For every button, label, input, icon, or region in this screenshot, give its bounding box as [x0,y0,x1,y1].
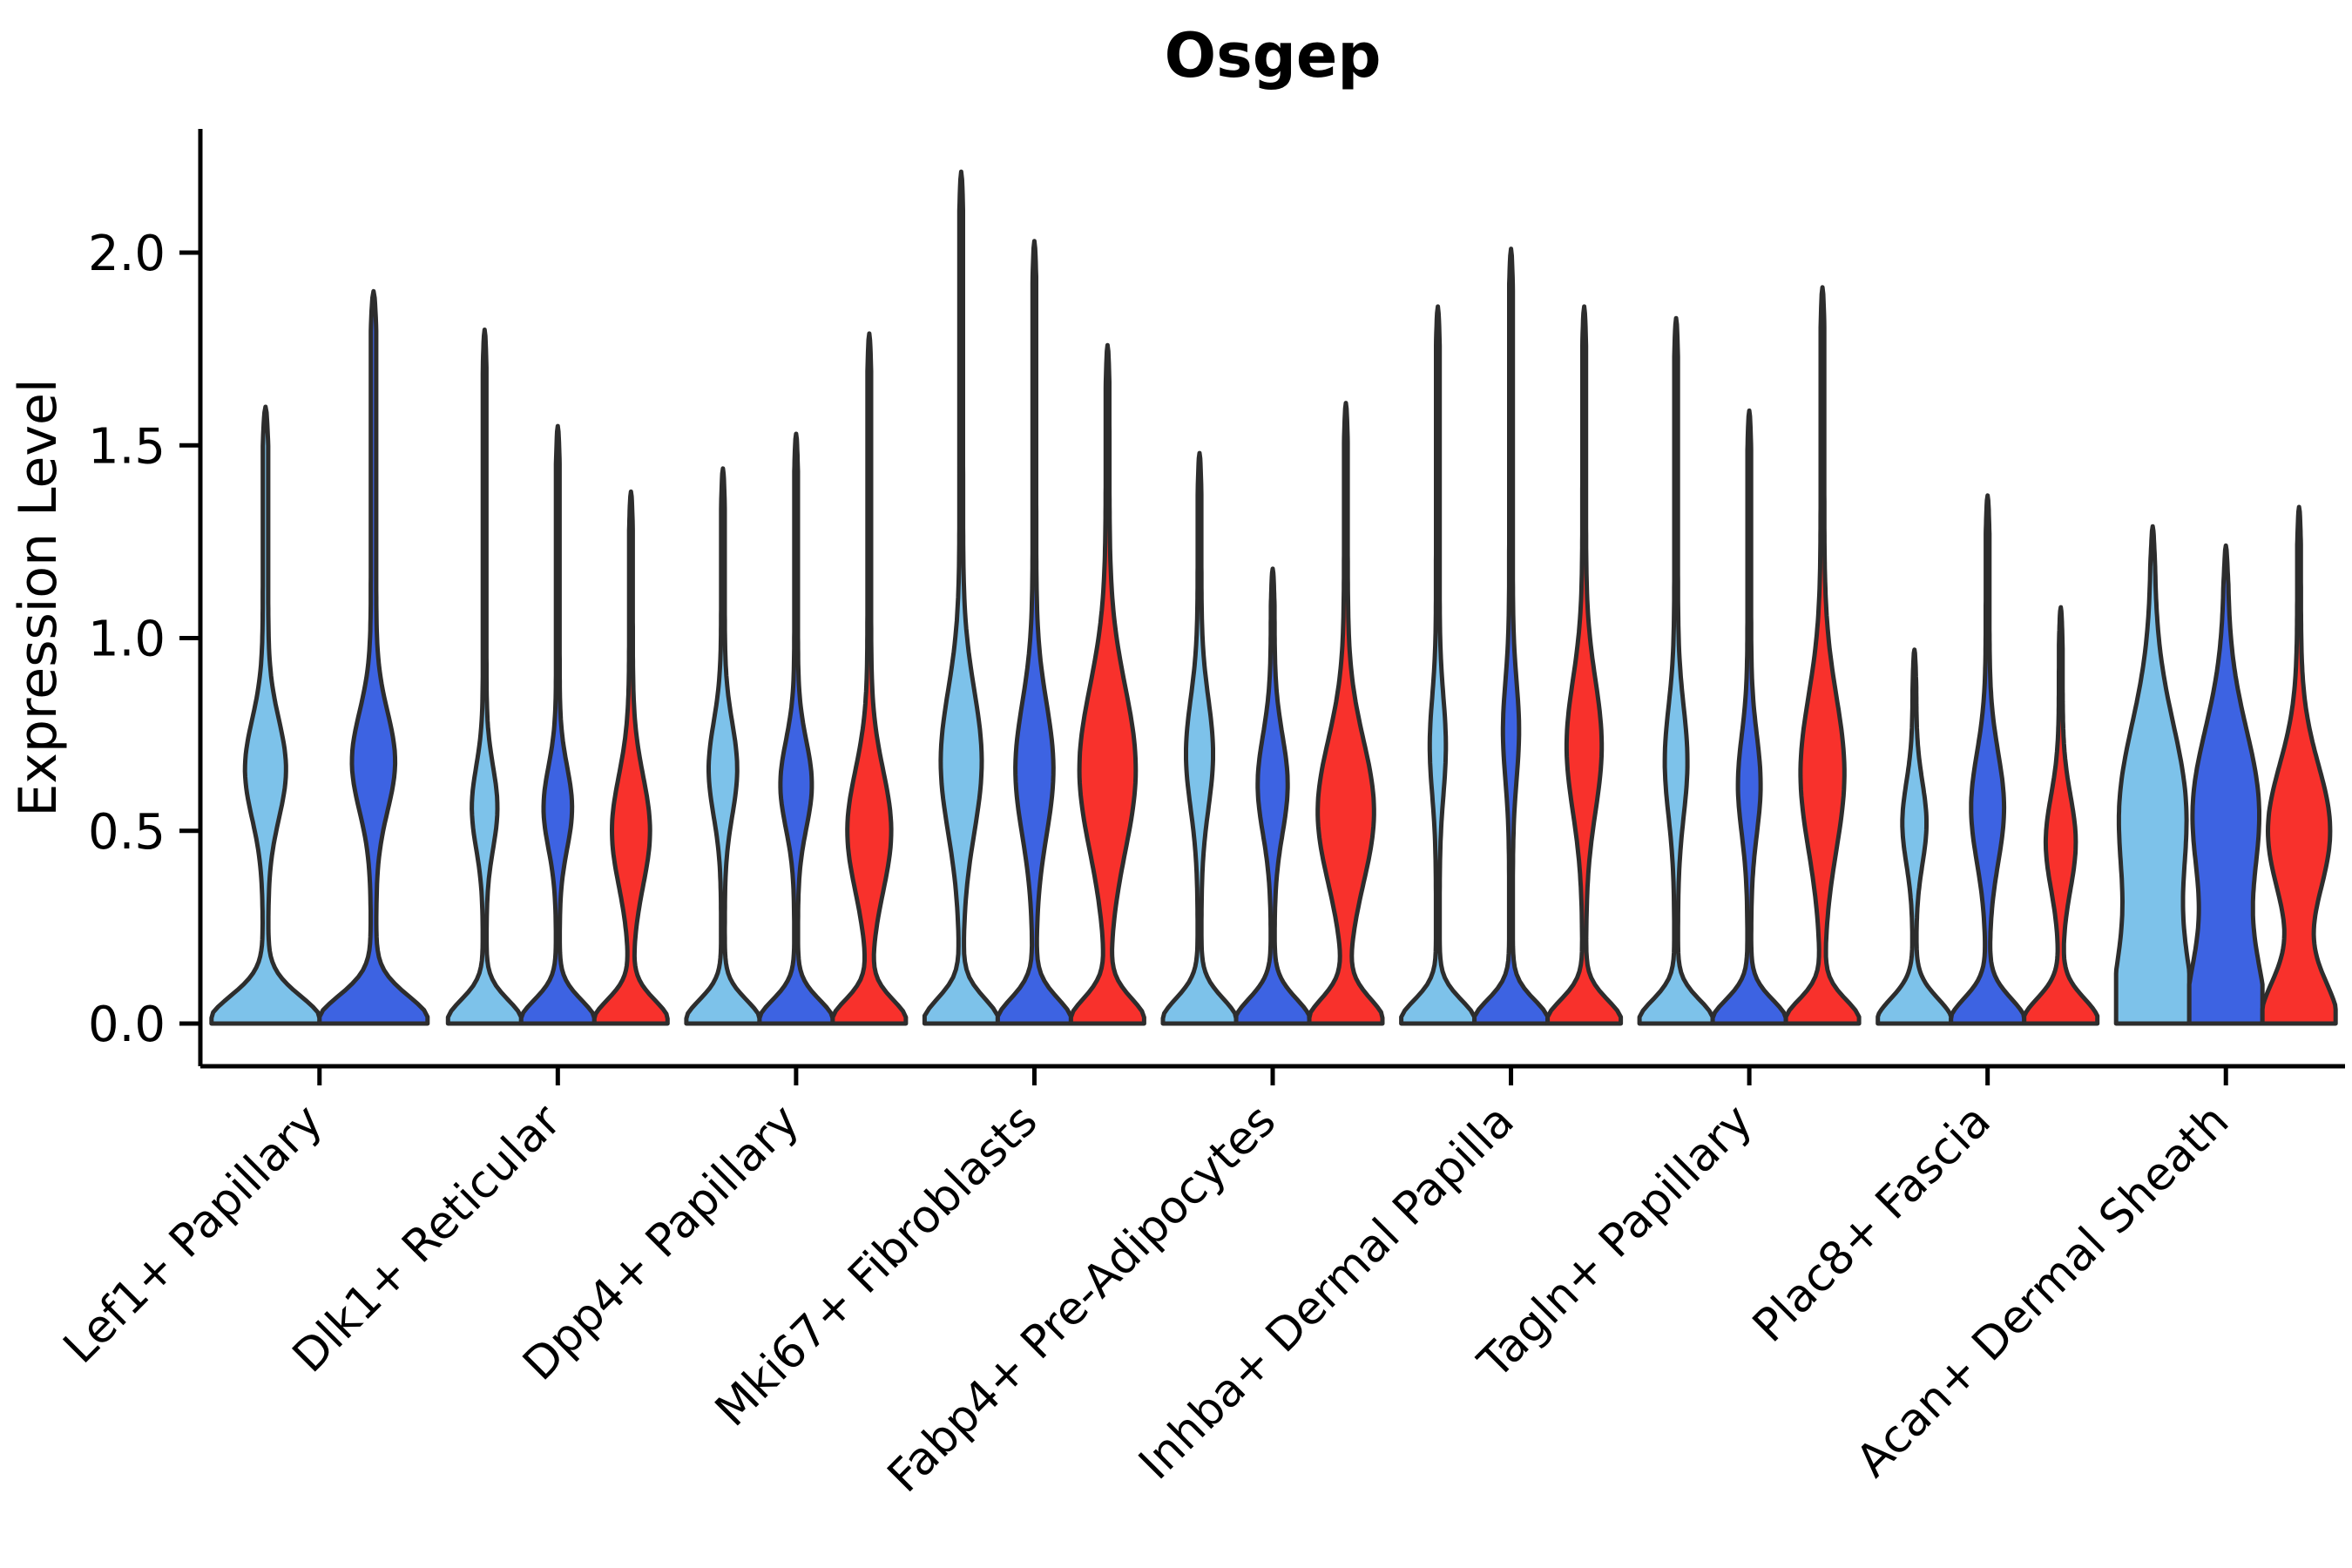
violin-red [1783,285,1862,1026]
violin-light_blue [922,169,1000,1026]
x-tick-label: Inhba+ Dermal Papilla [1129,1095,1524,1490]
violin-light_blue [209,404,322,1026]
violin-royal_blue [317,288,430,1026]
violins-layer [209,169,2338,1026]
violin-royal_blue [1472,247,1551,1026]
y-axis-label: Expression Level [8,378,69,816]
violin-light_blue [1637,315,1715,1026]
x-tick-label: Fabp4+ Pre-Adipocytes [878,1095,1286,1503]
violin-light_blue [1399,304,1477,1026]
violin-light_blue [684,466,762,1026]
x-tick-label: Lef1+ Papillary [54,1095,333,1374]
violin-royal_blue [757,431,835,1026]
y-tick-label: 0.0 [88,997,166,1053]
y-tick-label: 1.0 [88,612,166,668]
violin-red [591,489,670,1026]
violin-red [830,331,909,1026]
violin-light_blue [445,328,524,1026]
violin-red [1545,304,1624,1026]
chart-title: Osgep [1165,20,1382,91]
violin-royal_blue [1949,493,2027,1026]
violin-royal_blue [1710,408,1788,1026]
x-tick-label: Plac8+ Fascia [1743,1095,2001,1353]
violin-royal_blue [1233,566,1312,1026]
violin-royal_blue [518,423,597,1026]
violin-red [2022,605,2100,1026]
y-tick-label: 2.0 [88,226,166,282]
y-tick-label: 0.5 [88,804,166,861]
violin-red [1307,401,1385,1026]
violin-royal_blue [2186,543,2265,1026]
y-tick-label: 1.5 [88,418,166,475]
violin-light_blue [2113,524,2192,1026]
violin-light_blue [1160,450,1239,1026]
violin-royal_blue [995,239,1073,1026]
violin-red [2260,504,2338,1026]
violin-light_blue [1876,647,1954,1026]
violin-red [1068,342,1146,1026]
